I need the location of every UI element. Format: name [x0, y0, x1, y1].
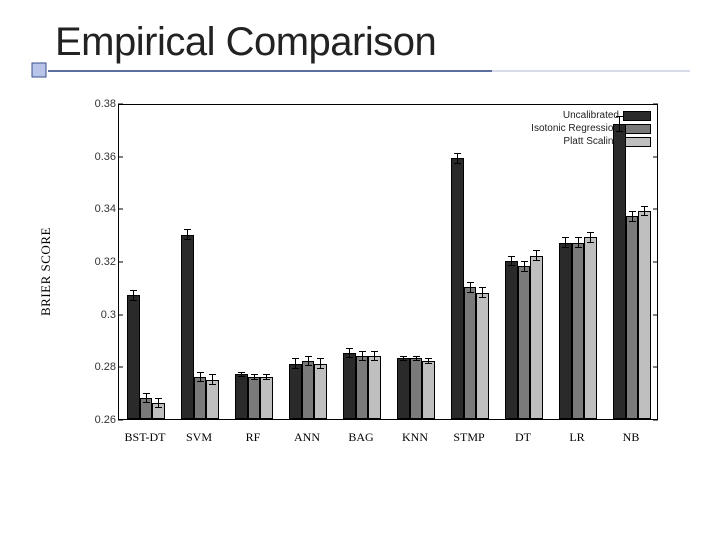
- x-label: DT: [496, 430, 550, 445]
- bar: [505, 261, 518, 419]
- error-bar: [308, 356, 309, 367]
- bar: [194, 377, 207, 419]
- error-bar: [482, 287, 483, 298]
- error-bar: [349, 348, 350, 359]
- error-bar: [524, 261, 525, 272]
- error-bar: [266, 374, 267, 379]
- plot-area: Uncalibrated Isotonic Regression Platt S…: [118, 104, 658, 420]
- bar: [584, 237, 597, 419]
- error-bar: [457, 153, 458, 164]
- brier-chart: BRIER SCORE Uncalibrated Isotonic Regres…: [78, 96, 662, 466]
- error-bar: [320, 358, 321, 369]
- error-bar: [212, 374, 213, 385]
- x-label: RF: [226, 430, 280, 445]
- bar: [464, 287, 477, 419]
- error-bar: [158, 398, 159, 409]
- y-tick-label: 0.38: [82, 98, 116, 110]
- title-bullet-icon: [30, 61, 48, 79]
- bar: [289, 364, 302, 419]
- bar: [410, 358, 423, 419]
- error-bar: [374, 351, 375, 362]
- y-tick-label: 0.34: [82, 203, 116, 215]
- y-tick-label: 0.28: [82, 361, 116, 373]
- bar: [302, 361, 315, 419]
- y-tick-label: 0.3: [82, 309, 116, 321]
- error-bar: [187, 229, 188, 240]
- bar: [559, 243, 572, 419]
- error-bar: [254, 374, 255, 379]
- bar: [343, 353, 356, 419]
- bar: [368, 356, 381, 419]
- bar: [638, 211, 651, 419]
- error-bar: [295, 358, 296, 369]
- error-bar: [403, 356, 404, 361]
- bars-layer: [119, 105, 657, 419]
- page-title: Empirical Comparison: [55, 20, 436, 65]
- error-bar: [133, 290, 134, 301]
- y-tick-label: 0.36: [82, 151, 116, 163]
- x-label: LR: [550, 430, 604, 445]
- bar: [235, 374, 248, 419]
- x-label: ANN: [280, 430, 334, 445]
- bar: [518, 266, 531, 419]
- x-label: BAG: [334, 430, 388, 445]
- error-bar: [619, 116, 620, 132]
- x-label: BST-DT: [118, 430, 172, 445]
- error-bar: [565, 237, 566, 248]
- error-bar: [511, 256, 512, 267]
- bar: [422, 361, 435, 419]
- title-bar: Empirical Comparison: [0, 12, 720, 82]
- bar: [613, 124, 626, 419]
- x-label: SVM: [172, 430, 226, 445]
- x-label: NB: [604, 430, 658, 445]
- error-bar: [416, 356, 417, 361]
- bar: [356, 356, 369, 419]
- y-tick-label: 0.32: [82, 256, 116, 268]
- title-underline: [30, 70, 690, 72]
- x-label: STMP: [442, 430, 496, 445]
- bar: [260, 377, 273, 419]
- error-bar: [578, 237, 579, 248]
- y-axis-label: BRIER SCORE: [38, 227, 54, 316]
- bar: [248, 377, 261, 419]
- bar: [476, 293, 489, 419]
- bar: [451, 158, 464, 419]
- bar: [127, 295, 140, 419]
- bar: [572, 243, 585, 419]
- error-bar: [146, 393, 147, 404]
- error-bar: [362, 351, 363, 362]
- bar: [530, 256, 543, 419]
- bar: [206, 380, 219, 420]
- error-bar: [632, 211, 633, 222]
- error-bar: [200, 372, 201, 383]
- error-bar: [470, 282, 471, 293]
- error-bar: [590, 232, 591, 243]
- error-bar: [644, 206, 645, 217]
- error-bar: [241, 372, 242, 377]
- error-bar: [536, 250, 537, 261]
- bar: [397, 358, 410, 419]
- error-bar: [428, 358, 429, 363]
- x-label: KNN: [388, 430, 442, 445]
- bar: [314, 364, 327, 419]
- bar: [181, 235, 194, 419]
- bar: [626, 216, 639, 419]
- y-tick-label: 0.26: [82, 414, 116, 426]
- x-axis-labels: BST-DT SVM RF ANN BAG KNN STMP DT LR NB: [118, 430, 658, 445]
